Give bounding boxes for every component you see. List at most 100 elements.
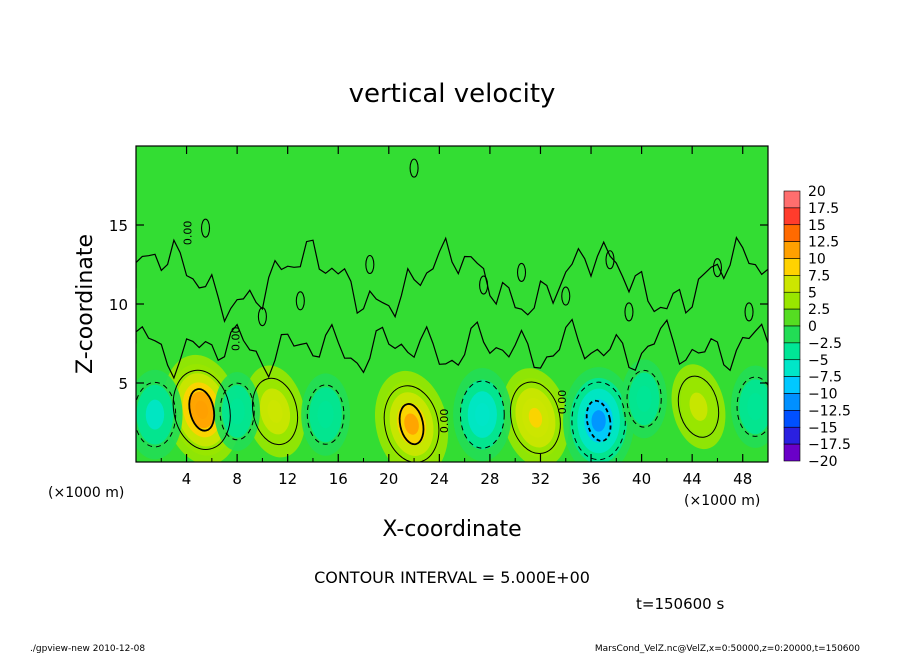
cell-contour-inner — [188, 388, 216, 432]
x-tick-label: 20 — [379, 470, 398, 488]
zero-contour-lower — [136, 318, 768, 380]
velocity-cell — [730, 365, 768, 448]
cell-band — [591, 410, 606, 432]
zero-contour-island — [479, 275, 489, 295]
cell-contour-inner — [585, 399, 612, 442]
cell-contour — [219, 382, 255, 441]
cell-contour — [509, 381, 561, 454]
velocity-cell — [136, 369, 183, 460]
chart-title: vertical velocity — [349, 79, 556, 109]
contour-label: 0.00 — [230, 327, 243, 352]
velocity-cell — [621, 359, 667, 439]
colorbar-swatch — [783, 342, 801, 361]
zero-contour-island — [712, 258, 722, 278]
velocity-cell — [453, 368, 512, 462]
colorbar-label: 20 — [808, 184, 826, 200]
cell-band — [636, 385, 652, 412]
colorbar-label: 0 — [808, 319, 817, 335]
cell-band — [475, 402, 490, 427]
x-tick-label: 44 — [683, 470, 702, 488]
cell-contour — [736, 376, 768, 437]
x-tick-label: 12 — [278, 470, 297, 488]
cell-contour — [172, 369, 231, 450]
cell-contour — [571, 381, 626, 461]
zero-contour-upper — [136, 236, 768, 324]
colorbar-swatch — [783, 207, 801, 226]
zero-contour-island — [516, 262, 527, 282]
x-tick-label: 48 — [733, 470, 752, 488]
contour-interval-text: CONTOUR INTERVAL = 5.000E+00 — [314, 568, 590, 587]
colorbar-label: −7.5 — [808, 370, 842, 386]
x-tick-label: 28 — [480, 470, 499, 488]
velocity-cell — [671, 364, 726, 450]
colorbar-swatch — [783, 410, 801, 428]
cell-band — [195, 400, 209, 420]
zero-contour-island — [744, 302, 754, 322]
colorbar-swatch — [783, 308, 801, 327]
velocity-cell — [244, 365, 306, 458]
cell-contour — [306, 384, 345, 445]
plot-area — [136, 146, 768, 462]
zero-contour-island — [561, 286, 571, 306]
y-tick-label: 10 — [109, 296, 128, 314]
cell-band — [528, 407, 543, 428]
colorbar-swatch — [783, 241, 801, 259]
cell-contour — [136, 381, 177, 448]
colorbar-swatch — [783, 275, 801, 293]
x-unit-right: (×1000 m) — [684, 493, 760, 509]
footer-right: MarsCond_VelZ.nc@VelZ,x=0:50000,z=0:2000… — [595, 644, 860, 654]
colorbar-swatch — [783, 426, 801, 445]
x-axis-ticks: 4 8 12 16 20 24 28 32 36 40 44 48 — [160, 146, 752, 488]
contour-label: 0.00 — [556, 390, 569, 415]
y-tick-label: 15 — [109, 217, 128, 235]
x-tick-label: 32 — [531, 470, 550, 488]
contour-label: 0.00 — [182, 221, 195, 246]
y-axis-ticks: 5 10 15 — [109, 217, 768, 393]
colorbar-label: 12.5 — [808, 235, 839, 251]
velocity-cell — [374, 370, 449, 462]
colorbar-label: −20 — [808, 454, 838, 470]
footer-left: ./gpview-new 2010-12-08 — [30, 644, 145, 654]
velocity-cell — [502, 368, 569, 462]
colorbar: 2017.51512.5107.552.50−2.5−5−7.5−10−12.5… — [783, 184, 851, 470]
zero-contour-island — [624, 302, 634, 322]
cells-layer — [136, 354, 768, 462]
colorbar-label: 15 — [808, 218, 826, 234]
zero-contour-island — [200, 218, 211, 238]
colorbar-label: 10 — [808, 252, 826, 268]
colorbar-label: −12.5 — [808, 403, 851, 419]
colorbar-swatch — [783, 393, 801, 411]
colorbar-swatch — [783, 359, 801, 377]
colorbar-label: 7.5 — [808, 268, 830, 284]
colorbar-label: −2.5 — [808, 336, 842, 352]
velocity-cell — [563, 367, 635, 462]
cell-band — [404, 413, 419, 435]
cell-band — [317, 400, 334, 429]
zero-contour-island — [365, 254, 375, 275]
cell-contour-inner — [398, 403, 425, 446]
zero-contour-island — [295, 291, 305, 311]
cell-contour — [626, 369, 662, 428]
zero-contour-island — [409, 158, 419, 178]
x-tick-label: 40 — [632, 470, 651, 488]
colorbar-label: 17.5 — [808, 201, 839, 217]
colorbar-swatch — [783, 443, 801, 462]
colorbar-swatch — [783, 291, 801, 310]
colorbar-label: −5 — [808, 353, 829, 369]
y-tick-label: 5 — [118, 375, 128, 393]
colorbar-swatch — [783, 376, 801, 394]
contours-layer — [136, 158, 768, 462]
colorbar-swatch — [783, 224, 801, 242]
time-text: t=150600 s — [636, 595, 724, 613]
x-tick-label: 8 — [232, 470, 242, 488]
velocity-cell — [301, 373, 350, 456]
colorbar-swatch — [783, 190, 801, 209]
contour-label: 0.00 — [438, 409, 451, 434]
colorbar-swatch — [783, 325, 801, 344]
colorbar-label: −10 — [808, 387, 838, 403]
x-axis-label: X-coordinate — [382, 517, 521, 542]
cell-contour — [459, 380, 505, 449]
colorbar-label: 2.5 — [808, 302, 830, 318]
cell-band — [145, 399, 165, 430]
